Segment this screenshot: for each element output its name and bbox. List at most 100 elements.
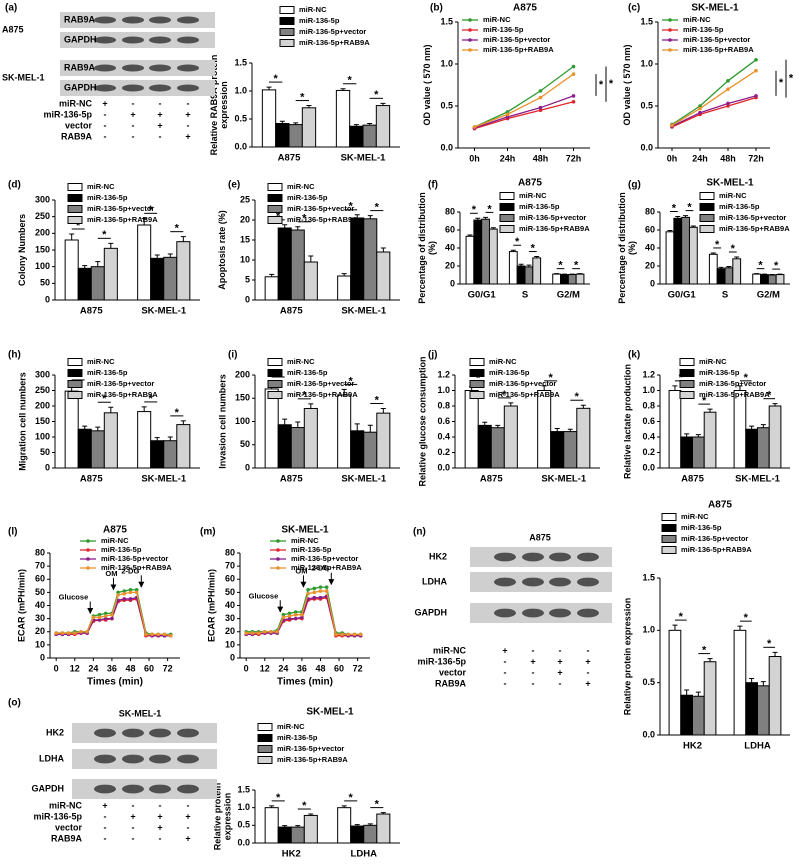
significance-label: * xyxy=(549,372,554,384)
error-bar xyxy=(672,624,678,631)
legend-label: miR-136-5p+RAB9A xyxy=(683,45,754,54)
bar xyxy=(703,411,717,469)
significance-label: * xyxy=(502,389,507,401)
error-bar xyxy=(672,385,678,391)
blot-band xyxy=(177,64,199,72)
error-bar xyxy=(167,253,173,258)
y-tick-label: 200 xyxy=(35,400,50,410)
condition-sign: - xyxy=(532,667,535,677)
y-tick-label: 0 xyxy=(450,278,455,288)
marker xyxy=(128,587,133,592)
y-axis-title: Relative lactate production xyxy=(622,363,633,480)
legend-swatch xyxy=(661,513,677,521)
y-tick-label: 150 xyxy=(235,393,250,403)
blot-band xyxy=(122,36,144,44)
blot-band xyxy=(94,754,116,764)
annotation: Glucose xyxy=(249,591,279,600)
y-tick-label: 80 xyxy=(445,206,455,216)
condition-sign: - xyxy=(104,131,107,141)
condition-label: RAB9A xyxy=(51,833,83,843)
error-bar xyxy=(380,407,386,414)
bar xyxy=(264,388,279,469)
y-tick-label: 1.2 xyxy=(642,369,655,379)
error-bar xyxy=(675,216,681,219)
error-bar xyxy=(718,266,724,269)
bar xyxy=(532,257,542,285)
bar xyxy=(733,629,747,736)
error-bar xyxy=(526,264,532,267)
y-tick-label: 40 xyxy=(35,600,45,610)
blot-band xyxy=(149,754,171,764)
chart-title: A875 xyxy=(103,525,127,536)
marker xyxy=(571,94,576,98)
error-bar xyxy=(684,433,690,437)
significance-label: * xyxy=(374,89,379,101)
error-bar xyxy=(567,428,573,432)
legend-marker xyxy=(468,18,472,22)
series-line xyxy=(474,73,574,128)
legend-label: miR-136-5p+vector xyxy=(683,35,750,44)
marker xyxy=(293,612,298,617)
marker xyxy=(754,94,758,98)
x-tick-label: G0/G1 xyxy=(468,290,497,301)
legend-swatch xyxy=(267,183,283,191)
error-bar xyxy=(108,242,114,249)
y-tick-label: 50 xyxy=(40,278,50,288)
bar xyxy=(163,440,178,469)
legend-swatch xyxy=(279,28,295,36)
marker xyxy=(726,104,730,108)
legend-label: miR-NC xyxy=(277,722,305,731)
condition-sign: + xyxy=(130,811,135,821)
bar xyxy=(775,274,785,285)
y-tick-label: 0.8 xyxy=(437,400,450,410)
x-tick-label: A875 xyxy=(480,474,503,485)
blot-band xyxy=(177,16,199,24)
x-tick-label: A875 xyxy=(681,474,704,485)
panel-label: (i) xyxy=(228,350,237,361)
legend-label: miR-136-5p+RAB9A xyxy=(287,215,358,224)
y-axis-title-box: OD value ( 570 nm) xyxy=(422,44,432,125)
legend-swatch xyxy=(67,380,83,388)
error-bar xyxy=(554,427,560,432)
y-tick-label: 80 xyxy=(645,206,655,216)
condition-sign: + xyxy=(130,109,135,119)
significance-label: * xyxy=(487,203,492,215)
blot-band xyxy=(177,36,199,44)
significance-label: * xyxy=(789,73,794,85)
bar xyxy=(301,107,317,148)
marker xyxy=(54,631,58,635)
marker xyxy=(97,615,102,620)
error-bar xyxy=(726,265,732,268)
marker xyxy=(250,631,255,635)
y-tick-label: 50 xyxy=(240,439,250,449)
chart-title: SK-MEL-1 xyxy=(281,525,329,536)
marker xyxy=(103,611,108,616)
x-tick-label: SK-MEL-1 xyxy=(141,474,187,485)
bar xyxy=(337,807,352,844)
error-bar xyxy=(341,388,347,395)
bar xyxy=(665,231,675,285)
bar xyxy=(103,412,118,469)
condition-sign: + xyxy=(185,109,190,119)
bar xyxy=(680,694,693,736)
condition-label: miR-136-5p xyxy=(33,811,82,821)
marker xyxy=(110,612,114,617)
marker xyxy=(754,68,758,73)
marker xyxy=(318,589,323,593)
blot-band xyxy=(494,552,516,562)
x-tick-label: 72h xyxy=(566,153,582,163)
x-tick-label: 72h xyxy=(748,153,764,163)
chart-title: A875 xyxy=(518,178,542,189)
blot-band xyxy=(494,608,516,618)
y-tick-label: 40 xyxy=(645,242,655,252)
condition-sign: - xyxy=(104,822,107,832)
blot-band xyxy=(122,84,144,92)
legend-label: miR-136-5p xyxy=(101,545,142,554)
significance-label: * xyxy=(276,792,281,804)
bar xyxy=(277,424,292,469)
x-tick-label: A875 xyxy=(280,474,303,485)
x-tick-label: 60 xyxy=(144,663,154,673)
condition-sign: - xyxy=(132,800,135,810)
legend-label: miR-136-5p xyxy=(699,368,740,377)
y-tick-label: 1.2 xyxy=(437,369,450,379)
